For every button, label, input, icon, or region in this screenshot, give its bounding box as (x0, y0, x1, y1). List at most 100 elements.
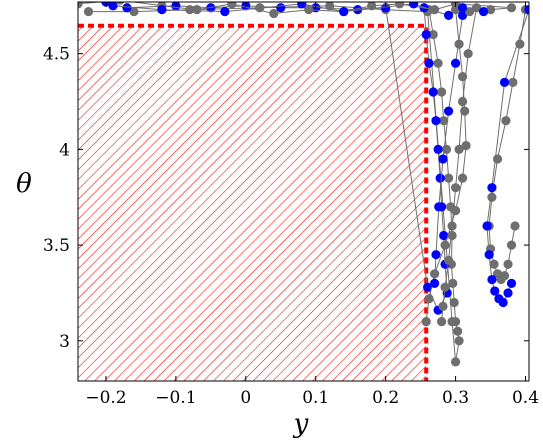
data-point (510, 221, 520, 231)
region-boundary (78, 23, 429, 381)
data-point (503, 288, 513, 298)
region-fill (78, 25, 427, 382)
series-5 (482, 5, 529, 308)
y-tick-label: 3.5 (43, 236, 70, 256)
data-point (157, 5, 167, 15)
data-point (122, 3, 132, 13)
data-point (424, 58, 434, 68)
data-point (487, 274, 497, 285)
data-point (524, 5, 529, 15)
series-4 (484, 5, 529, 285)
data-point (409, 2, 419, 9)
data-point (490, 286, 500, 296)
data-point (515, 39, 525, 49)
data-point (454, 144, 464, 154)
data-point (484, 250, 494, 260)
data-point (501, 116, 511, 126)
data-point (438, 154, 448, 164)
data-point (428, 29, 438, 40)
data-point (450, 206, 461, 216)
data-point (482, 221, 492, 231)
data-point (78, 2, 83, 9)
data-point (487, 183, 497, 193)
data-point (454, 336, 464, 346)
data-point (499, 271, 510, 281)
data-point (421, 29, 431, 40)
data-point (457, 10, 468, 20)
feasible-region (78, 23, 429, 382)
series-6 (436, 3, 482, 327)
data-point (439, 230, 449, 241)
series-line (486, 9, 529, 304)
x-tick-label: 0.2 (372, 388, 399, 408)
data-point (440, 282, 450, 292)
data-point (492, 154, 503, 164)
data-point (423, 282, 433, 292)
data-point (440, 240, 450, 250)
data-point (421, 317, 431, 327)
data-point (424, 294, 434, 304)
data-point (506, 240, 517, 250)
data-point (435, 173, 445, 183)
series-line (441, 7, 478, 322)
data-point (192, 5, 202, 15)
x-tick-label: −0.1 (155, 388, 196, 408)
data-point (433, 144, 443, 154)
data-point (83, 6, 94, 17)
series-7 (430, 10, 468, 288)
series-9 (101, 2, 489, 20)
plot-frame (77, 1, 530, 382)
ticks: −0.2 −0.1 0 0.1 0.2 0.3 0.4 3 3.5 4 4.5 (43, 2, 539, 408)
data-point (463, 49, 473, 59)
data-point (450, 58, 461, 68)
data-point (450, 357, 461, 367)
data-point (434, 202, 444, 212)
x-tick-label: 0 (240, 388, 251, 408)
data-point (436, 87, 447, 97)
x-tick-label: 0.3 (442, 388, 469, 408)
data-point (428, 87, 438, 97)
data-point (503, 259, 513, 269)
data-point (115, 2, 125, 5)
data-point (395, 2, 405, 9)
data-point (443, 255, 454, 266)
data-point (443, 106, 454, 116)
data-point (339, 6, 349, 17)
data-point (436, 317, 447, 327)
y-tick-label: 4 (59, 140, 70, 160)
data-point (269, 8, 279, 19)
data-point (185, 5, 195, 15)
data-point (457, 3, 468, 13)
data-point (129, 6, 139, 17)
data-point (454, 39, 464, 49)
data-point (489, 259, 499, 269)
data-point (478, 6, 489, 17)
data-point (447, 317, 457, 327)
x-tick-label: 0.4 (512, 388, 539, 408)
data-point (431, 116, 441, 126)
x-tick-label: −0.2 (85, 388, 126, 408)
data-point (453, 326, 463, 336)
data-point (449, 297, 459, 308)
data-point (304, 5, 314, 15)
data-point (433, 58, 443, 68)
data-point (506, 278, 517, 288)
data-point (447, 230, 457, 241)
data-point (439, 116, 449, 126)
data-point (443, 10, 454, 20)
data-point (108, 2, 118, 11)
data-point (431, 250, 441, 260)
data-point (450, 183, 461, 193)
y-axis-label: θ (16, 169, 32, 199)
axes (77, 1, 530, 382)
series-line (488, 9, 526, 281)
data-point (443, 173, 454, 183)
data-point (487, 192, 497, 202)
series-line (105, 2, 484, 16)
data-point (438, 301, 448, 311)
data-point (461, 140, 471, 151)
series-layer (78, 2, 529, 367)
y-tick-label: 3 (59, 332, 70, 352)
data-point (220, 6, 230, 17)
